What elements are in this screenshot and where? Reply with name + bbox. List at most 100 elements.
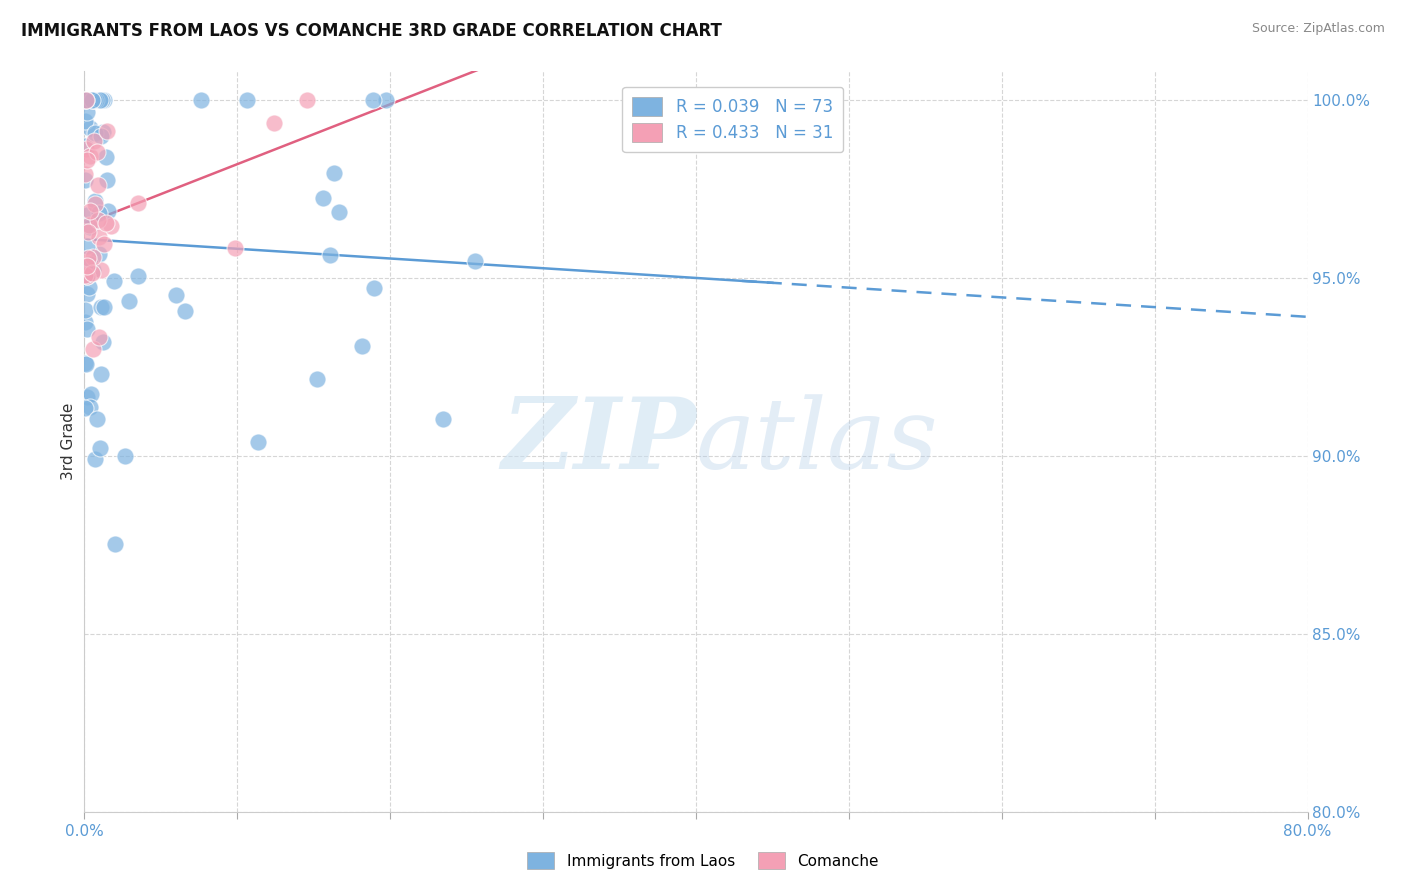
Point — [328, 205, 350, 219]
Point — [90, 367, 112, 381]
Point — [89, 93, 111, 107]
Point — [87, 213, 110, 227]
Point — [77, 225, 100, 239]
Point — [90, 301, 112, 315]
Point — [80, 387, 103, 401]
Point — [83, 134, 105, 148]
Text: atlas: atlas — [696, 394, 939, 489]
Point — [114, 449, 136, 463]
Point — [247, 435, 270, 450]
Point — [79, 401, 101, 415]
Point — [79, 204, 101, 219]
Point — [295, 93, 318, 107]
Point — [75, 93, 97, 107]
Point — [89, 229, 111, 244]
Point — [84, 197, 107, 211]
Y-axis label: 3rd Grade: 3rd Grade — [60, 403, 76, 480]
Point — [86, 411, 108, 425]
Point — [77, 251, 100, 265]
Point — [84, 93, 107, 107]
Point — [96, 173, 118, 187]
Point — [75, 173, 97, 187]
Point — [76, 268, 98, 283]
Point — [87, 206, 110, 220]
Point — [76, 208, 98, 222]
Point — [127, 196, 149, 211]
Point — [375, 93, 398, 107]
Point — [76, 239, 98, 253]
Point — [77, 280, 100, 294]
Point — [127, 269, 149, 284]
Point — [190, 93, 212, 107]
Point — [96, 150, 118, 164]
Point — [75, 138, 97, 153]
Point — [93, 334, 115, 349]
Point — [318, 248, 340, 262]
Point — [236, 93, 259, 107]
Point — [82, 262, 104, 277]
Point — [75, 401, 97, 415]
Point — [80, 93, 103, 107]
Point — [76, 260, 98, 274]
Point — [103, 274, 125, 288]
Point — [312, 191, 335, 205]
Point — [165, 288, 187, 302]
Point — [432, 411, 454, 425]
Point — [323, 166, 346, 180]
Point — [87, 330, 110, 344]
Point — [76, 268, 98, 283]
Point — [75, 93, 97, 107]
Point — [80, 266, 103, 280]
Point — [75, 142, 97, 156]
Point — [104, 536, 127, 550]
Point — [76, 153, 98, 168]
Point — [75, 93, 97, 107]
Point — [75, 357, 97, 371]
Point — [83, 93, 105, 107]
Point — [82, 250, 104, 264]
Point — [83, 194, 105, 208]
Point — [76, 390, 98, 404]
Point — [118, 293, 141, 308]
Point — [75, 114, 97, 128]
Point — [263, 115, 285, 129]
Point — [93, 93, 115, 107]
Point — [91, 125, 114, 139]
Point — [77, 218, 100, 232]
Point — [224, 241, 246, 255]
Point — [91, 93, 114, 107]
Point — [75, 268, 97, 282]
Point — [76, 322, 98, 336]
Point — [90, 129, 112, 144]
Point — [305, 372, 328, 386]
Text: IMMIGRANTS FROM LAOS VS COMANCHE 3RD GRADE CORRELATION CHART: IMMIGRANTS FROM LAOS VS COMANCHE 3RD GRA… — [21, 22, 721, 40]
Point — [75, 93, 97, 107]
Point — [97, 204, 120, 219]
Point — [84, 126, 107, 140]
Point — [93, 237, 115, 252]
Point — [100, 219, 122, 233]
Point — [76, 286, 98, 301]
Point — [363, 281, 385, 295]
Point — [79, 149, 101, 163]
Point — [75, 259, 97, 273]
Legend: R = 0.039   N = 73, R = 0.433   N = 31: R = 0.039 N = 73, R = 0.433 N = 31 — [623, 87, 844, 153]
Point — [79, 257, 101, 271]
Point — [75, 315, 97, 329]
Point — [80, 93, 103, 107]
Point — [79, 93, 101, 107]
Text: Source: ZipAtlas.com: Source: ZipAtlas.com — [1251, 22, 1385, 36]
Point — [86, 145, 108, 159]
Point — [79, 219, 101, 234]
Point — [83, 93, 105, 107]
Point — [96, 124, 118, 138]
Point — [352, 339, 374, 353]
Point — [75, 167, 97, 181]
Point — [361, 93, 384, 107]
Point — [75, 303, 97, 318]
Point — [76, 105, 98, 120]
Point — [89, 441, 111, 455]
Point — [79, 120, 101, 135]
Legend: Immigrants from Laos, Comanche: Immigrants from Laos, Comanche — [520, 846, 886, 875]
Point — [464, 254, 486, 268]
